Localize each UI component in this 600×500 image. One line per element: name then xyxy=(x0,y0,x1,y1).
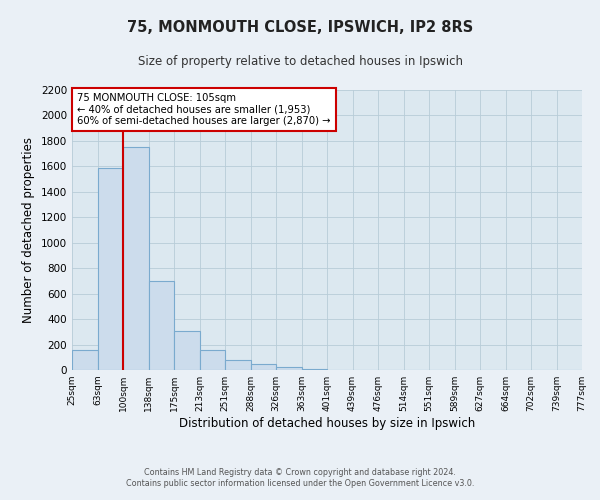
Text: 75, MONMOUTH CLOSE, IPSWICH, IP2 8RS: 75, MONMOUTH CLOSE, IPSWICH, IP2 8RS xyxy=(127,20,473,35)
Text: Size of property relative to detached houses in Ipswich: Size of property relative to detached ho… xyxy=(137,55,463,68)
Bar xyxy=(72,350,97,370)
Bar xyxy=(149,281,174,370)
Bar xyxy=(302,368,327,370)
Bar xyxy=(123,148,149,370)
Bar xyxy=(174,330,199,370)
Bar xyxy=(276,368,302,370)
X-axis label: Distribution of detached houses by size in Ipswich: Distribution of detached houses by size … xyxy=(179,417,475,430)
Bar xyxy=(199,350,225,370)
Y-axis label: Number of detached properties: Number of detached properties xyxy=(22,137,35,323)
Bar xyxy=(251,364,276,370)
Text: 75 MONMOUTH CLOSE: 105sqm
← 40% of detached houses are smaller (1,953)
60% of se: 75 MONMOUTH CLOSE: 105sqm ← 40% of detac… xyxy=(77,93,331,126)
Bar xyxy=(97,168,123,370)
Bar xyxy=(225,360,251,370)
Text: Contains HM Land Registry data © Crown copyright and database right 2024.
Contai: Contains HM Land Registry data © Crown c… xyxy=(126,468,474,487)
